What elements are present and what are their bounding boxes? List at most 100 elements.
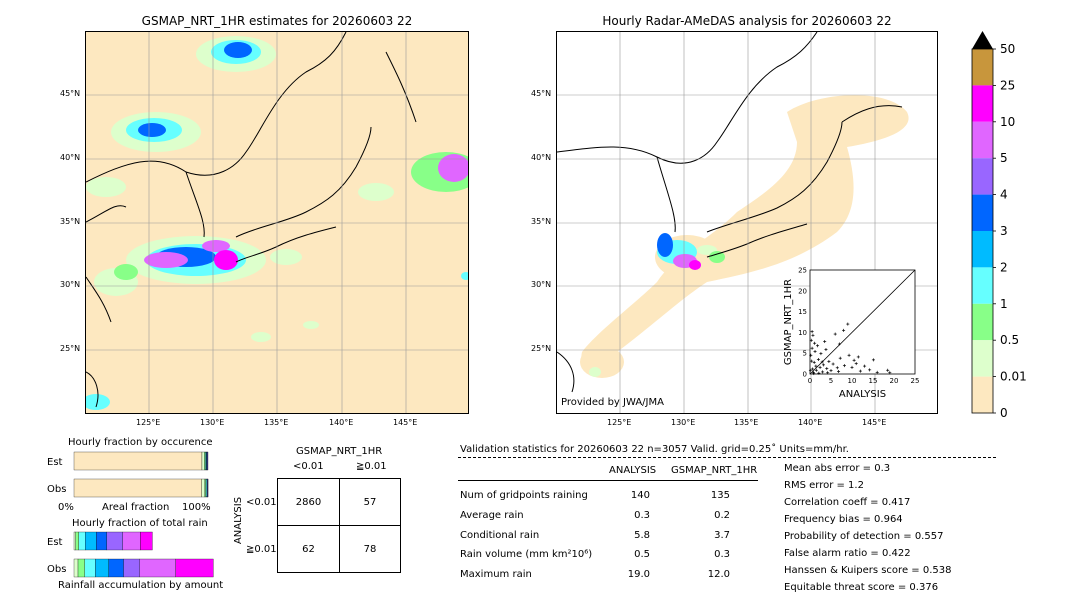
contingency-title: GSMAP_NRT_1HR <box>296 446 383 457</box>
left-map <box>85 31 469 414</box>
data-credit: Provided by JWA/JMA <box>561 397 664 408</box>
scatter-point <box>821 370 825 374</box>
occurrence-x-tick-right: 100% <box>182 502 211 513</box>
row-gsmap: 0.3 <box>714 549 730 560</box>
bar-row-label: Obs <box>47 484 66 495</box>
right-lon-label: 145°E <box>862 418 887 427</box>
scatter-point <box>809 338 813 342</box>
scatter-point <box>813 341 817 345</box>
bar-row-label: Obs <box>47 564 66 575</box>
left-lon-label: 145°E <box>393 418 418 427</box>
colorbar-label: 5 <box>1000 151 1008 165</box>
scatter-point <box>837 370 841 374</box>
left-map-title: GSMAP_NRT_1HR estimates for 20260603 22 <box>141 14 413 28</box>
scatter-point <box>846 322 850 326</box>
score-line: Frequency bias = 0.964 <box>784 514 903 525</box>
bar-segment <box>85 531 97 551</box>
scatter-point <box>847 353 851 357</box>
scatter-y-tick: 15 <box>798 308 807 316</box>
scatter-point <box>814 364 818 368</box>
validation-header: Validation statistics for 20260603 22 n=… <box>460 444 849 455</box>
bar-segment <box>140 531 153 551</box>
colorbar-segment <box>972 340 993 377</box>
occurrence-xlabel: Areal fraction <box>102 502 169 513</box>
row-analysis: 140 <box>630 490 650 501</box>
scatter-point <box>826 371 830 375</box>
left-lat-label: 30°N <box>60 280 81 289</box>
left-lon-label: 125°E <box>136 418 161 427</box>
scatter-point <box>812 360 816 364</box>
scatter-point <box>810 359 814 363</box>
left-lon-label: 140°E <box>329 418 354 427</box>
scatter-point <box>837 342 841 346</box>
colorbar-label: 2 <box>1000 260 1008 274</box>
colorbar-segment <box>972 376 993 413</box>
colorbar-label: 3 <box>1000 224 1008 238</box>
scatter-x-tick: 0 <box>808 377 812 385</box>
scatter-x-tick: 5 <box>829 377 833 385</box>
left-map-canvas <box>86 32 468 413</box>
scatter-x-tick: 15 <box>869 377 878 385</box>
colorbar-segment <box>972 85 993 122</box>
scatter-point <box>852 358 856 362</box>
bar-segment <box>122 531 141 551</box>
bar-segment <box>95 558 109 578</box>
scatter-point <box>888 371 892 375</box>
scatter-point <box>829 369 833 373</box>
right-lat-label: 35°N <box>531 217 552 226</box>
scatter-xlabel: ANALYSIS <box>839 389 886 400</box>
colorbar-label: 0 <box>1000 406 1008 420</box>
left-rain-fields <box>86 36 468 410</box>
total-rain-title: Hourly fraction of total rain <box>72 518 208 529</box>
scatter-point <box>863 364 867 368</box>
scatter-point <box>819 352 823 356</box>
contingency-row-axis-label: ANALYSIS <box>233 496 245 545</box>
bar-segment <box>201 478 205 498</box>
scatter-diagonal <box>809 269 916 375</box>
scatter-point <box>875 370 879 374</box>
right-map-title: Hourly Radar-AMeDAS analysis for 2026060… <box>602 14 892 28</box>
left-lat-label: 45°N <box>60 89 81 98</box>
occurrence-title: Hourly fraction by occurence <box>68 437 213 448</box>
colorbar-label: 50 <box>1000 42 1015 56</box>
contingency-table: 2860 57 62 78 <box>277 478 401 573</box>
scatter-point <box>823 340 827 344</box>
bar-segment <box>204 451 206 471</box>
score-line: False alarm ratio = 0.422 <box>784 548 911 559</box>
scatter-point <box>831 362 835 366</box>
bar-segment <box>123 558 140 578</box>
scatter-point <box>850 365 854 369</box>
scatter-point <box>821 363 825 367</box>
scatter-point <box>856 355 860 359</box>
right-lat-label: 30°N <box>531 280 552 289</box>
row-label: Rain volume (mm km²10⁶) <box>460 549 593 560</box>
bar-segment <box>139 558 176 578</box>
scatter-x-tick: 10 <box>848 377 857 385</box>
bar-segment <box>73 558 79 578</box>
total-rain-chart: Est Obs <box>40 530 230 580</box>
score-line: Hanssen & Kuipers score = 0.538 <box>784 565 952 576</box>
scatter-point <box>808 368 812 372</box>
scatter-point <box>833 332 837 336</box>
scatter-point <box>812 372 816 376</box>
scatter-plot: 0 5 10 15 20 25 0 5 10 15 20 25 ANALYSIS GSMAP_NRT_1H… <box>783 267 920 401</box>
scatter-x-tick: 25 <box>911 377 920 385</box>
scatter-inset: 0 5 10 15 20 25 0 5 10 15 20 25 ANALYSIS GSMAP_NRT_1H… <box>778 262 928 402</box>
bar-segment <box>108 558 124 578</box>
bar-segment <box>207 478 209 498</box>
bar-segment <box>73 531 76 551</box>
right-lon-label: 125°E <box>607 418 632 427</box>
total-rain-bars: Est Obs <box>47 531 214 578</box>
right-lat-label: 40°N <box>531 153 552 162</box>
colorbar-label: 0.01 <box>1000 370 1027 384</box>
scatter-ylabel: GSMAP_NRT_1HR <box>783 279 794 365</box>
left-coastlines <box>86 32 417 408</box>
row-label: Conditional rain <box>460 530 540 541</box>
contingency-col-header: ≧0.01 <box>356 461 387 472</box>
row-analysis: 5.8 <box>634 530 650 541</box>
scatter-point <box>854 362 858 366</box>
left-lat-label: 25°N <box>60 344 81 353</box>
right-lon-label: 130°E <box>671 418 696 427</box>
scatter-point <box>825 367 829 371</box>
colorbar-label: 25 <box>1000 78 1015 92</box>
